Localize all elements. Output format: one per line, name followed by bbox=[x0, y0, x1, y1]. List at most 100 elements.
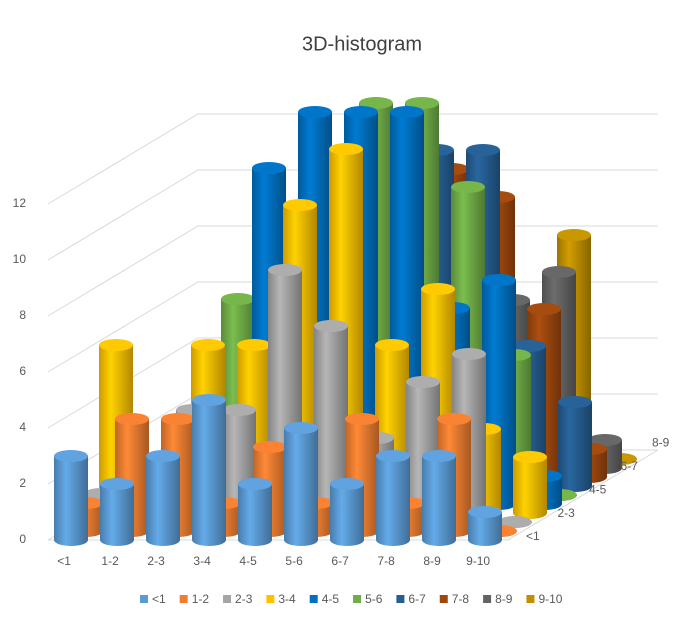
cylinder-top bbox=[54, 450, 88, 462]
legend-label: 1-2 bbox=[192, 592, 210, 606]
legend-swatch bbox=[309, 595, 318, 603]
cylinder-top bbox=[468, 506, 502, 518]
cylinder-top bbox=[253, 441, 287, 453]
cylinder-top bbox=[283, 199, 317, 211]
cylinder-top bbox=[451, 181, 485, 193]
cylinder-top bbox=[512, 340, 546, 352]
legend-label: 2-3 bbox=[235, 592, 253, 606]
cylinder-top bbox=[222, 404, 256, 416]
cylinder-top bbox=[542, 266, 576, 278]
x-tick-label: 5-6 bbox=[285, 554, 303, 568]
x-tick-label: 1-2 bbox=[101, 554, 119, 568]
legend-swatch bbox=[179, 595, 188, 603]
cylinder-top bbox=[284, 422, 318, 434]
cylinder-top bbox=[191, 339, 225, 351]
cylinder bbox=[468, 506, 502, 546]
cylinder-body bbox=[146, 456, 180, 546]
cylinder bbox=[146, 450, 180, 546]
legend-label: 7-8 bbox=[452, 592, 470, 606]
x-tick-label: 9-10 bbox=[466, 554, 490, 568]
legend-swatch bbox=[353, 595, 362, 603]
cylinder-body bbox=[330, 484, 364, 546]
cylinder-top bbox=[330, 478, 364, 490]
cylinder-top bbox=[375, 339, 409, 351]
cylinder-top bbox=[100, 478, 134, 490]
cylinder-top bbox=[329, 143, 363, 155]
legend-swatch bbox=[266, 595, 275, 603]
cylinder-top bbox=[405, 97, 439, 109]
x-tick-label: 4-5 bbox=[239, 554, 257, 568]
cylinder-top bbox=[376, 450, 410, 462]
cylinder-body bbox=[422, 456, 456, 546]
cylinder-top bbox=[298, 106, 332, 118]
depth-tick-label: <1 bbox=[526, 529, 540, 543]
cylinder bbox=[422, 450, 456, 546]
cylinder-top bbox=[588, 434, 622, 446]
x-tick-label: 2-3 bbox=[147, 554, 165, 568]
grid-line bbox=[47, 113, 658, 205]
cylinder-top bbox=[238, 478, 272, 490]
cylinder-top bbox=[466, 144, 500, 156]
legend-label: 6-7 bbox=[408, 592, 426, 606]
y-tick-label: 2 bbox=[19, 476, 26, 490]
cylinder-top bbox=[527, 303, 561, 315]
legend-swatch bbox=[439, 595, 448, 603]
cylinder bbox=[376, 450, 410, 546]
legend-label: <1 bbox=[152, 592, 166, 606]
legend-swatch bbox=[223, 595, 232, 603]
y-tick-label: 6 bbox=[19, 364, 26, 378]
cylinder bbox=[238, 478, 272, 546]
cylinder-top bbox=[498, 516, 532, 528]
cylinder bbox=[330, 478, 364, 546]
cylinder-body bbox=[100, 484, 134, 546]
cylinder-top bbox=[344, 106, 378, 118]
y-tick-label: 10 bbox=[13, 252, 27, 266]
depth-tick-label: 2-3 bbox=[558, 506, 576, 520]
cylinder bbox=[192, 394, 226, 546]
depth-tick-label: 8-9 bbox=[652, 436, 670, 450]
y-tick-label: 4 bbox=[19, 420, 26, 434]
cylinder-top bbox=[252, 162, 286, 174]
cylinder-top bbox=[161, 413, 195, 425]
y-tick-label: 8 bbox=[19, 308, 26, 322]
cylinder-top bbox=[115, 413, 149, 425]
cylinder-body bbox=[192, 400, 226, 546]
cylinder-top bbox=[513, 451, 547, 463]
cylinder-top bbox=[359, 97, 393, 109]
cylinder-top bbox=[99, 339, 133, 351]
cylinder-top bbox=[482, 274, 516, 286]
cylinder bbox=[100, 478, 134, 546]
cylinder-body bbox=[54, 456, 88, 546]
cylinder-top bbox=[452, 348, 486, 360]
cylinder-body bbox=[513, 457, 547, 519]
cylinder-body bbox=[238, 484, 272, 546]
cylinder bbox=[54, 450, 88, 546]
legend-label: 9-10 bbox=[538, 592, 562, 606]
x-tick-label: 8-9 bbox=[423, 554, 441, 568]
legend-swatch bbox=[526, 595, 535, 603]
cylinder bbox=[513, 451, 547, 519]
legend-label: 8-9 bbox=[495, 592, 513, 606]
x-tick-label: <1 bbox=[57, 554, 71, 568]
legend-swatch bbox=[396, 595, 405, 603]
legend-label: 5-6 bbox=[365, 592, 383, 606]
grid-line bbox=[47, 169, 658, 261]
cylinder-top bbox=[422, 450, 456, 462]
cylinder-body bbox=[314, 326, 348, 528]
legend-label: 3-4 bbox=[278, 592, 296, 606]
cylinder-top bbox=[421, 283, 455, 295]
cylinder-top bbox=[268, 264, 302, 276]
cylinder-body bbox=[558, 402, 592, 492]
cylinder-top bbox=[437, 413, 471, 425]
y-tick-label: 12 bbox=[13, 196, 27, 210]
y-tick-label: 0 bbox=[19, 532, 26, 546]
x-tick-label: 3-4 bbox=[193, 554, 211, 568]
cylinder-body bbox=[376, 456, 410, 546]
chart-title: 3D-histogram bbox=[302, 33, 422, 55]
cylinder-top bbox=[314, 320, 348, 332]
cylinder-top bbox=[390, 106, 424, 118]
depth-tick-label: 4-5 bbox=[589, 482, 607, 496]
cylinder-top bbox=[557, 229, 591, 241]
legend-swatch bbox=[483, 595, 492, 603]
cylinder-top bbox=[192, 394, 226, 406]
